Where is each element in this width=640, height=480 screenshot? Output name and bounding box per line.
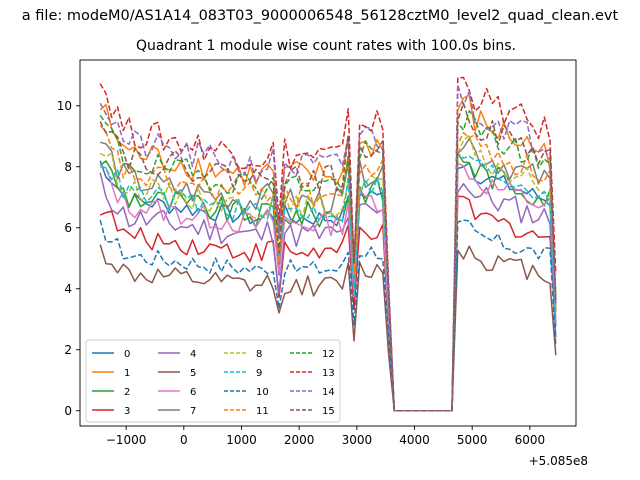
series-line-5: [99, 244, 557, 412]
legend-label-8: 8: [256, 349, 262, 360]
series-line-9: [99, 152, 557, 412]
y-tick-label: 6: [64, 221, 72, 235]
y-tick-label: 8: [64, 160, 72, 174]
series-line-3: [99, 195, 557, 412]
series-line-1: [99, 94, 557, 412]
legend-box: [85, 339, 341, 423]
y-tick-label: 0: [64, 404, 72, 418]
legend-label-15: 15: [322, 406, 335, 417]
x-tick-label: 3000: [342, 433, 373, 447]
series-line-15: [99, 102, 557, 412]
legend-label-0: 0: [124, 349, 130, 360]
x-tick-label: −1000: [106, 433, 147, 447]
series-line-6: [100, 162, 557, 412]
x-tick-label: 1000: [226, 433, 257, 447]
legend-label-12: 12: [322, 349, 335, 360]
y-tick-label: 10: [57, 99, 72, 113]
legend-label-13: 13: [322, 368, 335, 379]
x-tick-label: 4000: [399, 433, 430, 447]
legend-label-1: 1: [124, 368, 130, 379]
series-line-4: [99, 172, 557, 412]
series-line-13: [99, 76, 557, 412]
legend-label-9: 9: [256, 368, 262, 379]
legend-label-3: 3: [124, 406, 130, 417]
y-tick-label: 4: [64, 282, 72, 296]
legend-label-7: 7: [190, 406, 196, 417]
x-tick-label: 2000: [284, 433, 315, 447]
x-offset-label: +5.085e8: [529, 454, 588, 468]
legend-label-11: 11: [256, 406, 269, 417]
legend-label-5: 5: [190, 368, 196, 379]
plot-frame: [79, 59, 577, 427]
series-line-0: [99, 160, 557, 412]
axes: −1000 0 1000 2000 3000 4000 5000 60000246810+5.…: [57, 59, 588, 468]
x-tick-label: 5000: [457, 433, 488, 447]
x-tick-label: 6000: [515, 433, 546, 447]
series-lines: [99, 76, 557, 412]
series-line-14: [99, 83, 557, 412]
y-tick-label: 2: [64, 343, 72, 357]
series-line-11: [99, 125, 557, 412]
series-line-7: [100, 137, 557, 412]
chart-title: Quadrant 1 module wise count rates with …: [136, 38, 516, 54]
series-line-8: [99, 134, 557, 412]
series-line-12: [99, 110, 557, 412]
x-tick-label: 0: [180, 433, 188, 447]
chart-suptitle: a file: modeM0/AS1A14_083T03_9000006548_…: [22, 8, 619, 24]
legend-label-2: 2: [124, 387, 130, 398]
legend-label-4: 4: [190, 349, 196, 360]
legend-label-6: 6: [190, 387, 196, 398]
legend-label-14: 14: [322, 387, 335, 398]
series-line-10: [99, 219, 557, 412]
legend-label-10: 10: [256, 387, 269, 398]
